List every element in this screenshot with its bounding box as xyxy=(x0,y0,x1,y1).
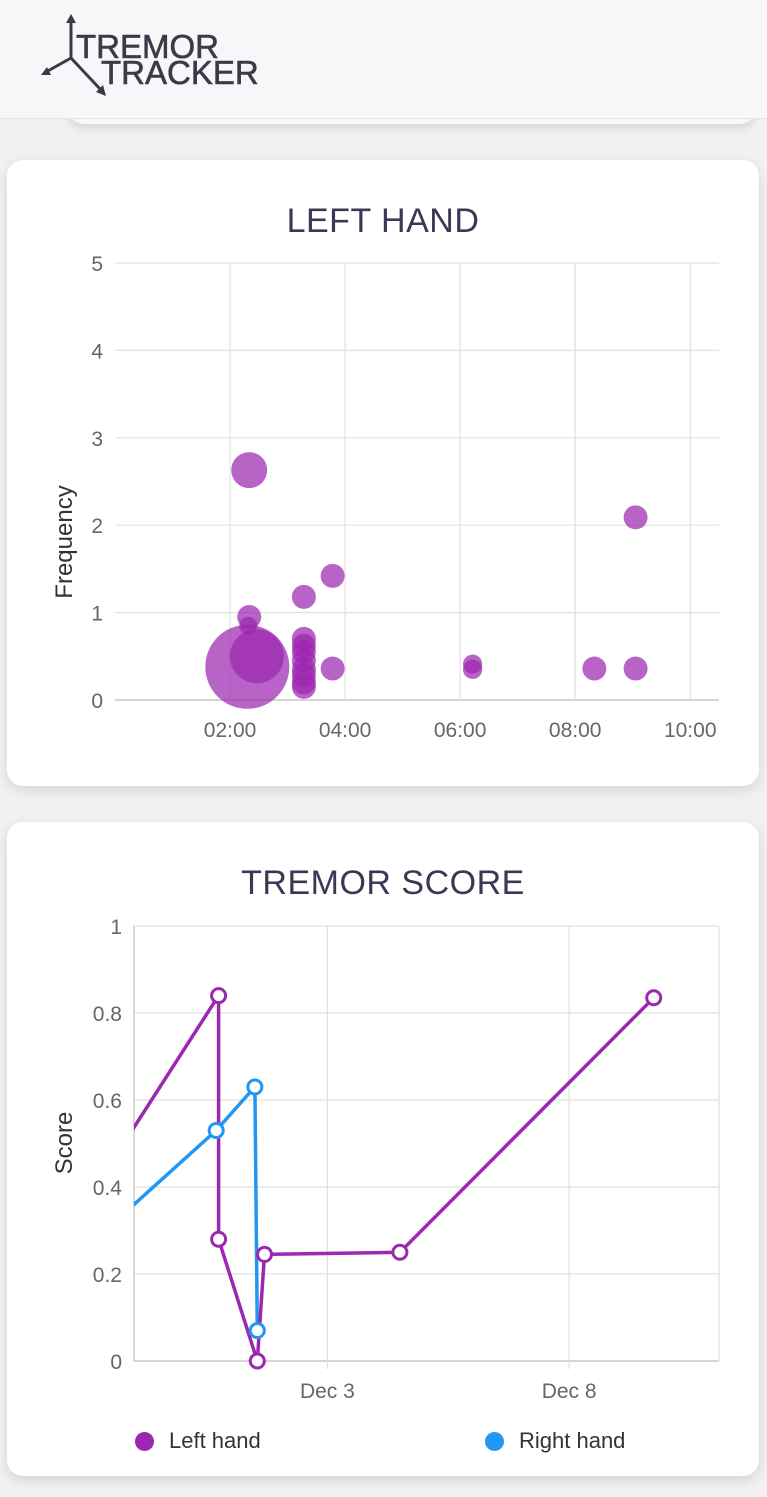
y-tick-label: 1 xyxy=(110,916,122,939)
tremor-score-card: TREMOR SCORE Score 0 0.2 0.4 0.6 0.8 1 Dec 3 De… xyxy=(7,822,759,1476)
left-hand-card: LEFT HAND Frequency 0 1 2 3 4 5 02:00 04:00 06:0… xyxy=(7,160,759,786)
y-tick-label: 2 xyxy=(91,515,103,538)
series-point xyxy=(248,1352,266,1370)
y-tick-label: 3 xyxy=(91,428,103,451)
series-point xyxy=(391,1243,409,1261)
scatter-bubble xyxy=(291,584,316,609)
logo-line2: TRACKER xyxy=(101,54,259,91)
left-hand-dot-icon xyxy=(135,1431,154,1451)
scatter-bubble xyxy=(623,656,648,681)
series-line-left-hand xyxy=(134,989,655,1362)
y-axis-label: Score xyxy=(51,1112,78,1175)
x-tick-label: 10:00 xyxy=(664,719,717,742)
y-tick-label: 0.2 xyxy=(93,1264,122,1287)
x-tick-label: Dec 3 xyxy=(300,1380,355,1403)
y-tick-label: 0 xyxy=(110,1351,122,1374)
card-title: TREMOR SCORE xyxy=(241,864,525,902)
scatter-bubble xyxy=(320,563,345,588)
y-tick-label: 0.4 xyxy=(93,1177,123,1200)
series-point xyxy=(248,1322,266,1340)
y-tick-label: 5 xyxy=(91,253,103,276)
y-tick-label: 4 xyxy=(91,340,103,363)
scatter-bubble xyxy=(320,656,345,681)
y-tick-label: 0.6 xyxy=(93,1090,122,1113)
left-hand-scatter-chart: Frequency 0 1 2 3 4 5 02:00 04:00 06:00 08:00 10:0… xyxy=(51,253,719,742)
legend-item-right-hand[interactable]: Right hand xyxy=(485,1428,625,1454)
series-point xyxy=(256,1245,274,1263)
scatter-bubble xyxy=(463,659,483,680)
y-axis-label: Frequency xyxy=(51,485,78,598)
scatter-bubble xyxy=(623,505,648,530)
series-point xyxy=(207,1121,225,1139)
app-header: TREMOR TRACKER xyxy=(0,0,767,118)
y-tick-label: 0.8 xyxy=(93,1003,122,1026)
chart-legend: Left hand Right hand xyxy=(7,1422,759,1462)
series-point xyxy=(210,987,228,1005)
scatter-bubble xyxy=(231,452,268,489)
scatter-bubble xyxy=(239,616,258,635)
scatter-bubble xyxy=(229,629,284,684)
y-tick-label: 0 xyxy=(91,690,103,713)
tremor-score-line-chart: Score 0 0.2 0.4 0.6 0.8 1 Dec 3 Dec 8 xyxy=(51,916,720,1403)
scatter-bubble xyxy=(291,674,316,699)
app-logo[interactable]: TREMOR TRACKER xyxy=(38,12,308,102)
tremor-tracker-logo-icon: TREMOR TRACKER xyxy=(41,14,259,96)
card-title: LEFT HAND xyxy=(286,202,480,240)
series-point xyxy=(210,1230,228,1248)
x-tick-label: 08:00 xyxy=(549,719,602,742)
legend-label: Right hand xyxy=(519,1428,626,1453)
series-point xyxy=(645,989,663,1007)
scatter-bubble xyxy=(582,656,607,681)
x-tick-label: Dec 8 xyxy=(542,1380,597,1403)
x-tick-label: 06:00 xyxy=(434,719,487,742)
series-line-right-hand xyxy=(134,1082,260,1331)
legend-label: Left hand xyxy=(169,1428,261,1453)
right-hand-dot-icon xyxy=(485,1431,504,1451)
legend-item-left-hand[interactable]: Left hand xyxy=(135,1428,261,1454)
series-point xyxy=(246,1078,264,1096)
y-tick-label: 1 xyxy=(91,603,103,626)
logo-line1: TREMOR xyxy=(76,28,219,65)
x-tick-label: 02:00 xyxy=(204,719,257,742)
x-tick-label: 04:00 xyxy=(319,719,372,742)
